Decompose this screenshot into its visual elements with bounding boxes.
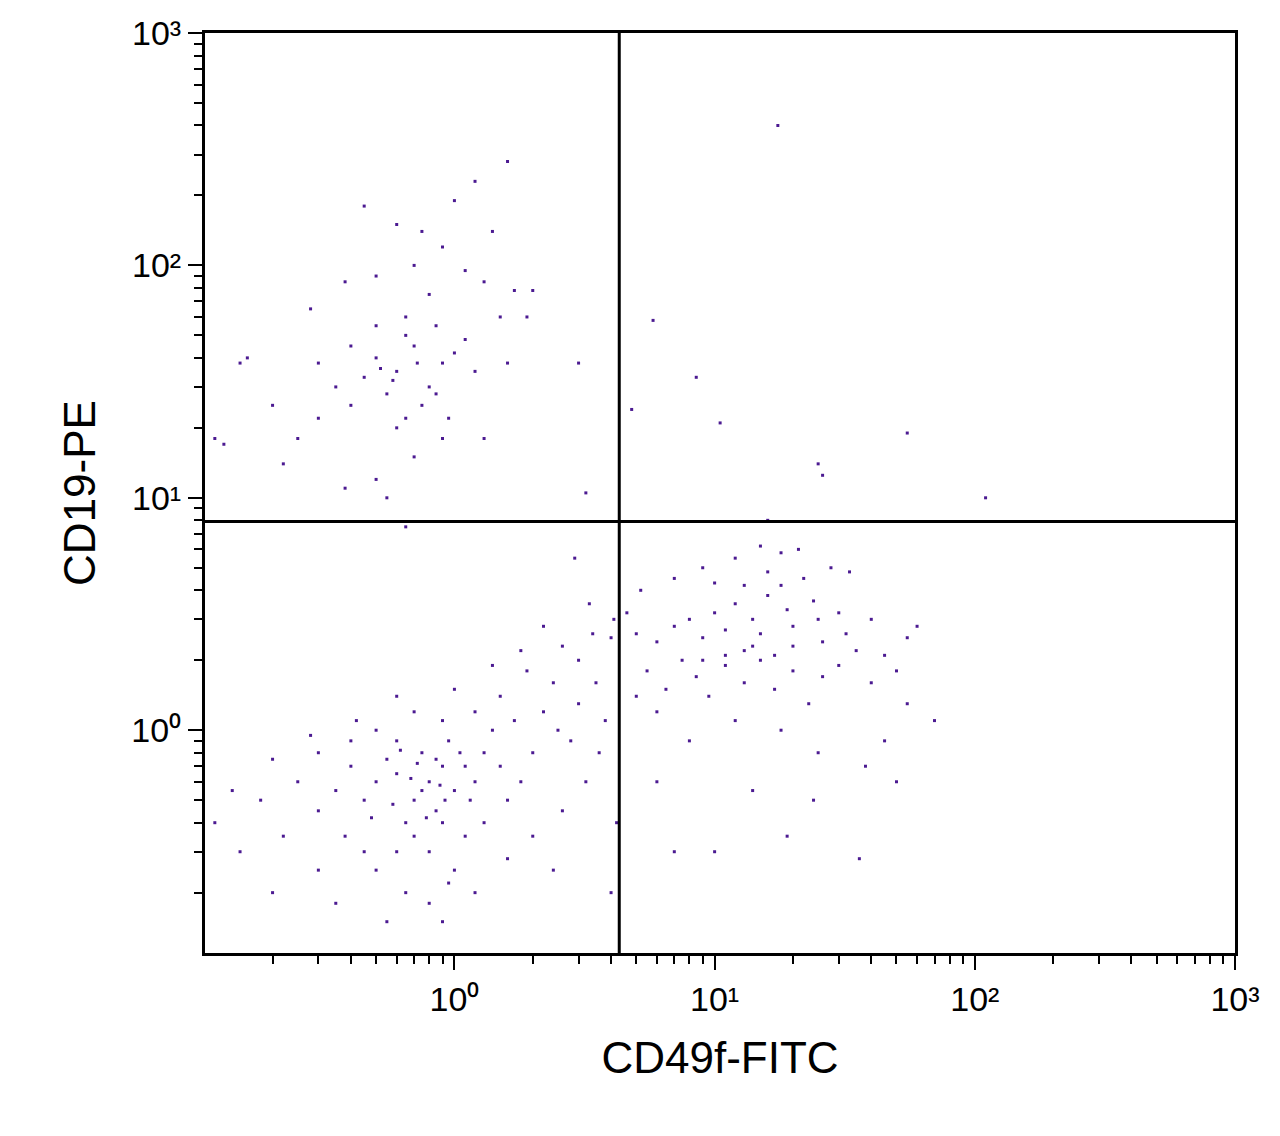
svg-text:10¹: 10¹	[132, 479, 181, 517]
svg-text:10²: 10²	[132, 246, 181, 284]
svg-text:10³: 10³	[132, 14, 181, 52]
svg-text:10⁰: 10⁰	[131, 711, 181, 749]
svg-text:CD49f-FITC: CD49f-FITC	[601, 1033, 838, 1082]
svg-text:10³: 10³	[1210, 980, 1259, 1018]
svg-text:CD19-PE: CD19-PE	[55, 400, 104, 586]
svg-text:10⁰: 10⁰	[430, 980, 480, 1018]
svg-text:10²: 10²	[950, 980, 999, 1018]
svg-text:10¹: 10¹	[690, 980, 739, 1018]
